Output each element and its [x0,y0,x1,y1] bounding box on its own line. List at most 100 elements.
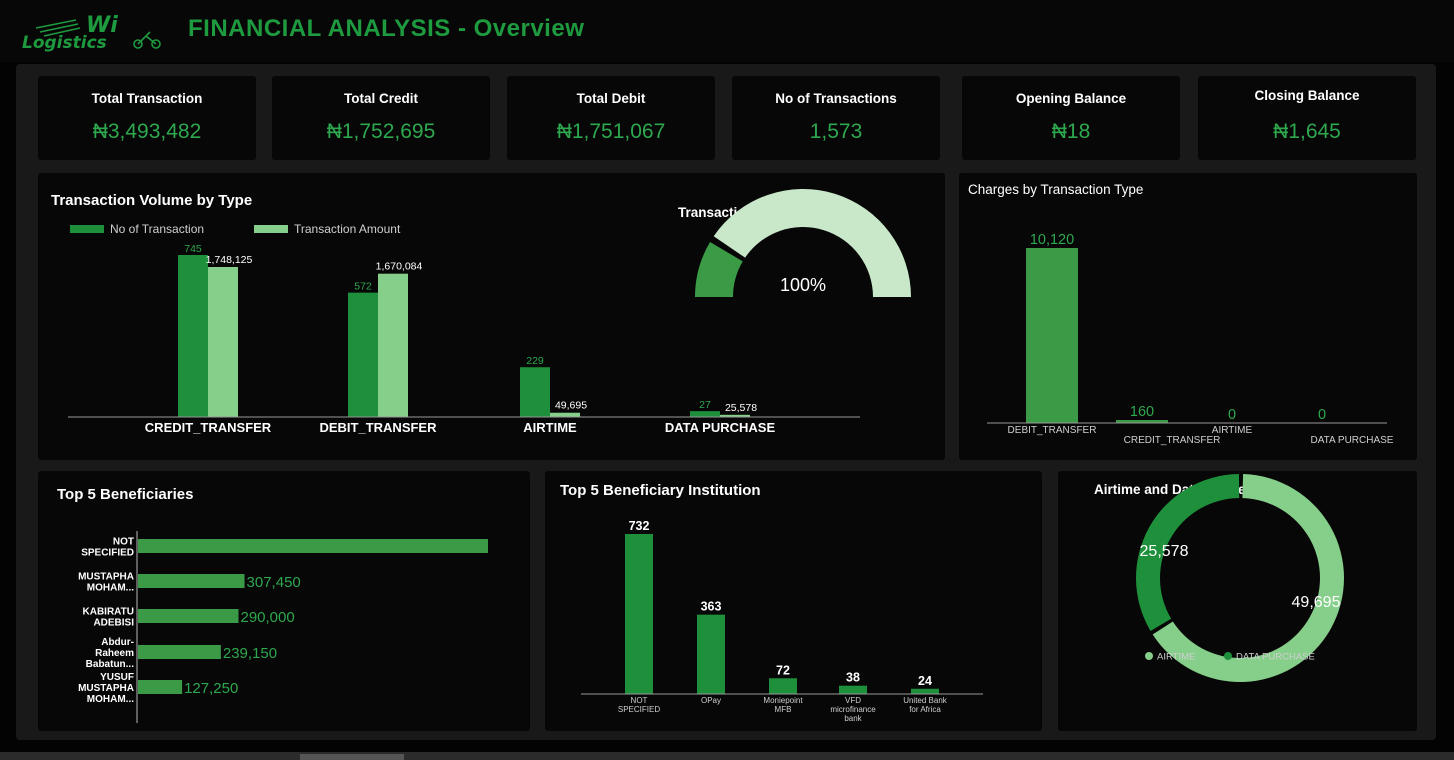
gauge-track [713,189,911,297]
x-tick-label: DATA PURCHASE [665,420,776,435]
bar-no-of-transaction [520,367,550,417]
legend-marker-data-purchase [1224,652,1232,660]
bar-beneficiary [138,645,221,659]
x-tick-label: OPay [701,696,721,705]
data-label-institution: 72 [776,663,790,677]
legend-label-data-purchase: DATA PURCHASE [1236,652,1315,663]
y-tick-label: ADEBISI [93,618,134,629]
data-label-data-purchase: 25,578 [1140,543,1189,560]
x-tick-label: AIRTIME [1212,425,1253,436]
legend-swatch-transaction-amount [254,225,288,233]
kpi-value: ₦1,752,695 [326,120,436,143]
kpi-label: Total Credit [344,91,418,106]
transaction-volume-chart: No of Transaction Transaction Amount 745 1,… [68,189,911,435]
page-tab-indicator[interactable] [300,754,404,760]
transaction-volume-panel[interactable]: Transaction Volume by Type Transaction S… [38,173,945,460]
kpi-card-total-credit[interactable]: Total Credit ₦1,752,695 [272,76,490,160]
beneficiaries-chart: NOTSPECIFIED307,450MUSTAPHAMOHAM...290,0… [78,531,488,723]
y-tick-label: MUSTAPHA [78,572,134,583]
bar-transaction-amount [550,412,580,417]
y-tick-label: YUSUF [100,672,134,683]
kpi-card-no-of-transactions[interactable]: No of Transactions 1,573 [732,76,940,160]
x-tick-label: Moniepoint [763,696,803,705]
y-tick-label: Abdur- [101,637,134,648]
x-tick-label: United Bank [903,696,948,705]
kpi-value: ₦3,493,482 [92,120,202,143]
charges-chart: 10,120 DEBIT_TRANSFER 160 CREDIT_TRANSFER 0 A… [987,232,1394,446]
data-label-charge: 10,120 [1030,232,1074,248]
institutions-chart-title: Top 5 Beneficiary Institution [560,482,761,499]
data-label-airtime: 49,695 [1292,594,1341,611]
data-label-beneficiary: 307,450 [247,574,301,591]
donut-slice-data-purchase [1136,474,1240,631]
institutions-panel[interactable]: Top 5 Beneficiary Institution 732 NOT SPEC… [545,471,1042,731]
data-label-charge: 0 [1228,407,1236,423]
data-label-transaction-amount: 1,670,084 [376,261,423,273]
bar-transaction-amount [378,273,408,417]
bar-institution [769,678,797,694]
data-label-charge: 0 [1318,407,1326,423]
gauge-filled-segment [695,242,743,297]
kpi-value: ₦1,751,067 [556,120,666,143]
usage-panel[interactable]: Airtime and Data Usage 49,695 25,578 AIRTI… [1058,471,1417,731]
x-tick-label: VFD [845,696,861,705]
x-tick-label: DEBIT_TRANSFER [1008,425,1097,436]
svg-text:Wi: Wi [86,13,118,38]
bar-institution [839,685,867,694]
charges-chart-title: Charges by Transaction Type [968,182,1144,197]
kpi-card-total-debit[interactable]: Total Debit ₦1,751,067 [507,76,715,160]
y-tick-label: KABIRATU [83,607,134,618]
x-tick-label: CREDIT_TRANSFER [1124,435,1221,446]
x-tick-label: for Africa [909,705,941,714]
x-tick-label: bank [844,714,862,723]
kpi-value: 1,573 [809,120,863,143]
data-label-beneficiary: 127,250 [184,680,238,697]
beneficiaries-chart-title: Top 5 Beneficiaries [57,486,194,503]
page-title: FINANCIAL ANALYSIS - Overview [188,15,585,42]
kpi-label: No of Transactions [775,91,897,106]
bar-charge [1026,248,1078,423]
y-tick-label: Babatun... [86,659,135,670]
bar-transaction-amount [208,267,238,417]
kpi-card-total-transaction[interactable]: Total Transaction ₦3,493,482 [38,76,256,160]
bar-charge [1116,420,1168,423]
data-label-beneficiary: 239,150 [223,645,277,662]
x-tick-label: AIRTIME [523,420,577,435]
bar-institution [697,614,725,694]
bar-beneficiary [138,680,183,694]
kpi-card-opening-balance[interactable]: Opening Balance ₦18 [962,76,1180,160]
legend-marker-airtime [1145,652,1153,660]
svg-text:Logistics: Logistics [22,33,107,53]
kpi-label: Opening Balance [1015,91,1127,106]
x-tick-label: MFB [775,705,792,714]
x-tick-label: CREDIT_TRANSFER [145,420,272,435]
gauge-value-label: 100% [780,275,826,295]
kpi-card-closing-balance[interactable]: Closing Balance ₦1,645 [1198,76,1416,160]
kpi-label: Total Debit [576,91,646,106]
y-tick-label: NOT [113,537,134,548]
bar-transaction-amount [720,414,750,417]
beneficiaries-panel[interactable]: Top 5 Beneficiaries NOT SPECIFIED 307,450 M… [38,471,530,731]
legend-label-transaction-amount: Transaction Amount [294,222,401,236]
data-label-institution: 732 [629,519,650,533]
bottom-scrollbar[interactable] [0,752,1454,760]
bar-beneficiary [138,574,245,588]
header-bar [0,0,1454,62]
y-tick-label: MUSTAPHA [78,683,134,694]
y-tick-label: Raheem [95,648,134,659]
kpi-label: Total Transaction [91,91,203,106]
bar-beneficiary [138,609,239,623]
x-tick-label: NOT [631,696,648,705]
x-tick-label: DATA PURCHASE [1311,435,1394,446]
data-label-transaction-amount: 49,695 [555,400,587,412]
kpi-label: Closing Balance [1254,88,1360,103]
charges-panel[interactable]: Charges by Transaction Type 10,120 DEBIT_… [959,173,1417,460]
legend-label-no-of-transaction: No of Transaction [110,222,204,236]
usage-donut-chart: 49,695 25,578 AIRTIME DATA PURCHASE [1136,474,1344,682]
legend-label-airtime: AIRTIME [1157,652,1195,663]
kpi-value: ₦18 [1051,120,1091,143]
volume-chart-title: Transaction Volume by Type [51,192,253,209]
bar-beneficiary [138,539,488,553]
data-label-no-of-transaction: 572 [354,281,372,293]
